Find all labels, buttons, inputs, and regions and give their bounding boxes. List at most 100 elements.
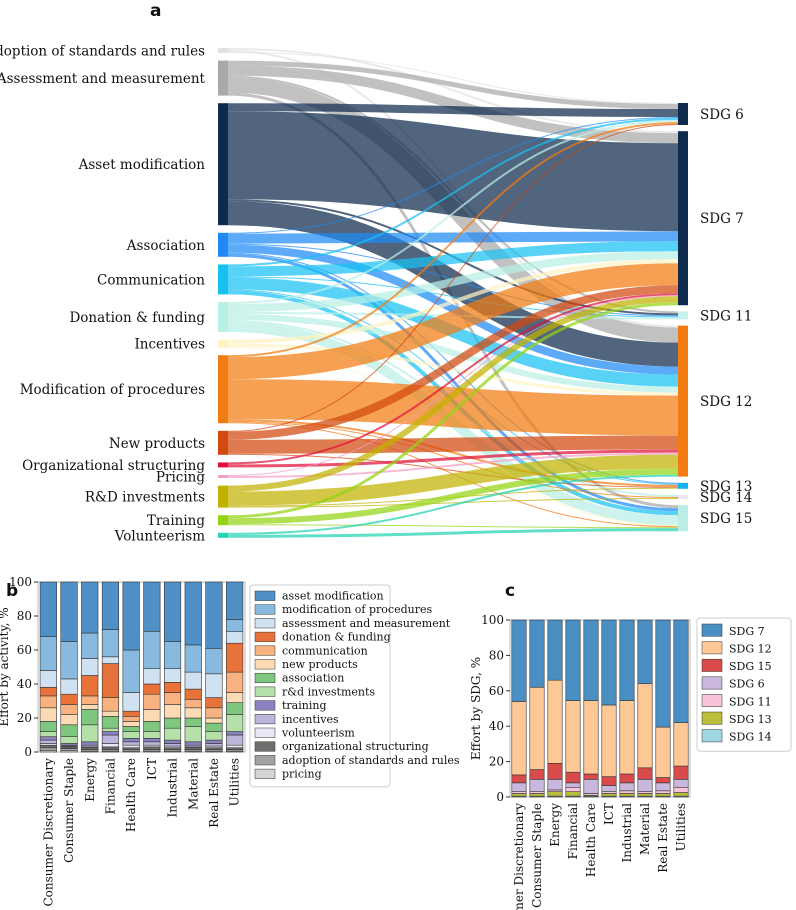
bar-segment [547,679,563,764]
bar-segment [143,581,161,632]
bar-segment [511,619,527,702]
sankey-source-label: Asset modification [78,157,206,173]
bar-segment [143,741,161,746]
sankey-flow [227,293,679,465]
sankey-source-node [218,339,228,348]
bar-segment [205,697,223,709]
bar-segment [163,704,182,719]
sankey-source-label: New products [109,436,205,452]
sankey-source-label: R&D investments [85,490,205,506]
sankey-flow [227,122,679,358]
bar-segment [637,683,653,769]
bar-segment [637,793,653,797]
sankey-source-label: Volunteerism [114,528,205,544]
bar-segment [226,692,244,703]
bar-segment [601,793,617,797]
bar-segment [205,707,223,719]
legend-label: association [282,672,344,685]
sankey-flow [227,285,679,440]
legend-swatch [254,768,276,779]
bar-segment [122,738,140,743]
bar-segment [673,765,689,780]
activity-bar-chart: 0 20 40 60 80 100 Effort by activity, % Consume… [0,575,460,907]
legend-swatch [254,686,276,697]
bar-segment [39,670,57,688]
sankey-target-node [678,505,688,532]
bar-segment [565,782,581,788]
bar-segment [184,717,202,727]
legend-swatch [701,623,723,637]
sankey-flow [227,60,679,109]
sankey-flow [227,251,679,312]
sdg-bar-chart: 0 20 40 60 80 100 Effort by SDG, % Consumer Dis… [469,613,792,910]
sankey-flow [227,296,679,492]
sankey-source-label: Training [147,513,206,529]
bar-segment [81,741,99,746]
legend-swatch [254,700,276,711]
bar-segment [60,678,78,695]
bar-segment [529,769,545,780]
sankey-flow [227,111,679,232]
y-tick-label: 100 [9,575,32,589]
bar-segment [39,736,57,741]
bar-segment [226,734,244,746]
legend-swatch [701,694,723,707]
bar-segment [143,683,161,695]
bar-segment [673,786,689,793]
bar-segment [205,722,223,732]
sankey-flow [227,103,679,117]
y-tick-label: 0 [496,790,504,804]
bar-segment [39,695,57,709]
x-tick-label: Financial [103,758,117,814]
sankey-flow [227,118,679,267]
bar-segment [655,782,671,792]
legend-label: SDG 14 [729,731,772,744]
bar-segment [511,774,527,784]
bar-segment [565,786,581,792]
sankey-target-node [678,325,688,477]
legend-label: donation & funding [282,631,391,644]
bar-segment [583,778,599,794]
legend-label: communication [282,644,368,657]
bar-segment [163,681,182,693]
bar-segment [101,697,120,712]
sankey-target-label: SDG 6 [700,107,744,123]
bar-segment [163,581,182,642]
sankey-flow [227,343,679,396]
bar-segment [529,619,545,688]
x-tick-label: Financial [566,803,580,859]
sankey-flow [227,454,679,506]
sankey-target-node [678,482,688,489]
x-tick-label: Real Estate [656,803,670,873]
bar-segment [619,793,635,797]
legend-swatch [701,641,723,655]
x-tick-label: Utilities [674,803,688,851]
sankey-source-label: Adoption of standards and rules [0,44,205,60]
bar-segment [101,746,120,750]
y-tick-label: 40 [489,719,504,733]
bar-segment [673,792,689,797]
legend-swatch [254,659,276,670]
sankey-target-node [678,131,688,306]
bar-segment [637,778,653,792]
y-tick-label: 100 [481,613,504,627]
legend-label: new products [282,658,358,671]
x-tick-label: Energy [83,758,97,802]
bar-segment [39,636,57,671]
x-tick-label: Industrial [620,803,634,863]
legend-swatch [254,672,276,684]
bar-segment [163,727,182,741]
bar-segment [619,700,635,775]
legend-label: SDG 12 [729,643,772,656]
bar-segment [39,687,57,697]
panel-label-b: b [6,581,18,601]
bar-segment [205,731,223,741]
bar-segment [101,581,120,630]
bar-segment [565,771,581,784]
sankey-target-label: SDG 7 [700,211,744,227]
sankey-flow [227,259,679,344]
bar-segment [143,668,161,685]
sankey-flow [227,302,679,519]
bar-segment [583,773,599,780]
bar-segment [226,642,244,673]
